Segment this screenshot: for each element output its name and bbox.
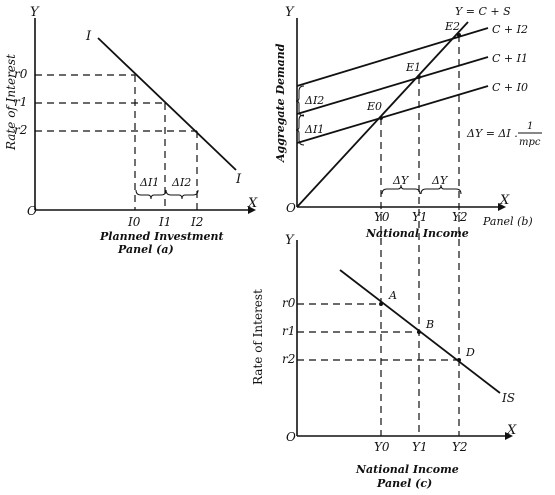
panel-a-x-axis-label: X — [247, 196, 258, 211]
panel-a-investment-curve — [97, 37, 237, 171]
panel-b-c-i0-line — [296, 85, 489, 144]
panel-a-r0-label: r0 — [14, 67, 28, 81]
panel-b-delta-i2-label: ΔI2 — [304, 94, 324, 107]
panel-b-multiplier-denominator: mpc — [519, 137, 541, 148]
panel-c-r1-label: r1 — [282, 324, 295, 338]
panel-b-y0-label: Y0 — [374, 210, 390, 224]
panel-b-delta-y2-brace — [420, 184, 462, 195]
panel-c-origin: O — [286, 430, 296, 444]
panel-c-is-label: IS — [501, 391, 515, 405]
panel-c-point-a — [379, 302, 383, 306]
panel-a-i0-label: I0 — [127, 215, 141, 229]
panel-b-e0-label: E0 — [366, 100, 382, 113]
panel-c-point-d-label: D — [465, 346, 475, 359]
panel-a-r2-label: r2 — [14, 123, 27, 137]
panel-a: Y X O Rate of Interest I I r0 r1 r2 I0 I… — [4, 5, 258, 256]
panel-b-delta-i1-label: ΔI1 — [304, 123, 324, 136]
panel-b-delta-y2-label: ΔY — [431, 174, 449, 187]
panel-a-r1-label: r1 — [14, 95, 27, 109]
panel-b-multiplier-lhs: ΔY = ΔI . — [466, 127, 518, 140]
panel-a-delta-i1-label: ΔI1 — [139, 176, 159, 189]
panel-b-delta-i2-brace — [295, 85, 305, 117]
panel-c-point-a-label: A — [388, 289, 397, 302]
panel-c-xlabel: National Income — [355, 463, 459, 476]
panel-b-origin: O — [286, 201, 296, 215]
panel-b-multiplier-numerator: 1 — [527, 121, 533, 132]
panel-c-y0-label: Y0 — [374, 440, 390, 454]
panel-b-y2-label: Y2 — [452, 210, 468, 224]
panel-b-delta-y1-label: ΔY — [392, 174, 410, 187]
panel-a-curve-label-bottom: I — [235, 172, 242, 187]
panel-b-c-i2-label: C + I2 — [492, 23, 528, 36]
panel-c-x-arrow — [505, 432, 513, 440]
panel-b-delta-y1-brace — [381, 184, 421, 195]
panel-a-ylabel: Rate of Interest — [4, 54, 18, 151]
panel-c-y2-label: Y2 — [452, 440, 468, 454]
panel-c-r0-label: r0 — [282, 296, 296, 310]
panel-b-c-i2-line — [296, 27, 489, 87]
panel-a-origin: O — [27, 204, 37, 218]
panel-a-delta-i2-label: ΔI2 — [171, 176, 191, 189]
panel-b-c-i0-label: C + I0 — [492, 81, 528, 94]
panel-c-ylabel: Rate of Interest — [251, 289, 265, 385]
panel-b-x-arrow — [498, 203, 506, 211]
panel-b-e1-label: E1 — [405, 61, 421, 74]
panel-c-caption: Panel (c) — [376, 477, 432, 490]
panel-b-delta-i1-brace — [295, 114, 305, 146]
panel-a-i2-label: I2 — [190, 215, 203, 229]
panel-b: Y X O Aggregate Demand Y = C + S C + I2 … — [274, 5, 542, 240]
panel-b-caption: Panel (b) — [482, 215, 533, 228]
panel-b-45-degree-label: Y = C + S — [455, 5, 511, 18]
panel-a-xlabel: Planned Investment — [99, 230, 224, 243]
panel-c-y-axis-label: Y — [285, 233, 295, 248]
panel-c: Y X O Rate of Interest IS A B D r0 r1 r2… — [251, 35, 517, 490]
panel-b-45-degree-line — [296, 21, 469, 208]
panel-c-point-b-label: B — [425, 318, 434, 331]
panel-b-ylabel: Aggregate Demand — [274, 43, 287, 163]
panel-b-c-i1-line — [296, 56, 489, 115]
panel-a-curve-label-top: I — [85, 29, 92, 44]
panel-b-y-axis-label: Y — [285, 5, 295, 20]
panel-c-point-b — [417, 330, 421, 334]
panel-b-y1-label: Y1 — [412, 210, 428, 224]
panel-c-r2-label: r2 — [282, 352, 295, 366]
panel-a-i1-label: I1 — [158, 215, 171, 229]
panel-c-y1-label: Y1 — [412, 440, 428, 454]
panel-b-x-axis-label: X — [499, 193, 510, 208]
panel-c-x-axis-label: X — [506, 423, 517, 438]
panel-b-xlabel: National Income — [365, 227, 469, 240]
panel-a-caption: Panel (a) — [117, 243, 174, 256]
panel-c-point-d — [457, 358, 461, 362]
panel-a-x-arrow — [248, 206, 256, 214]
panel-a-delta-i2-brace — [165, 189, 199, 200]
panel-a-y-axis-label: Y — [30, 5, 40, 20]
panel-b-e2-label: E2 — [444, 20, 460, 33]
panel-a-delta-i1-brace — [135, 189, 167, 200]
panel-b-c-i1-label: C + I1 — [492, 52, 528, 65]
